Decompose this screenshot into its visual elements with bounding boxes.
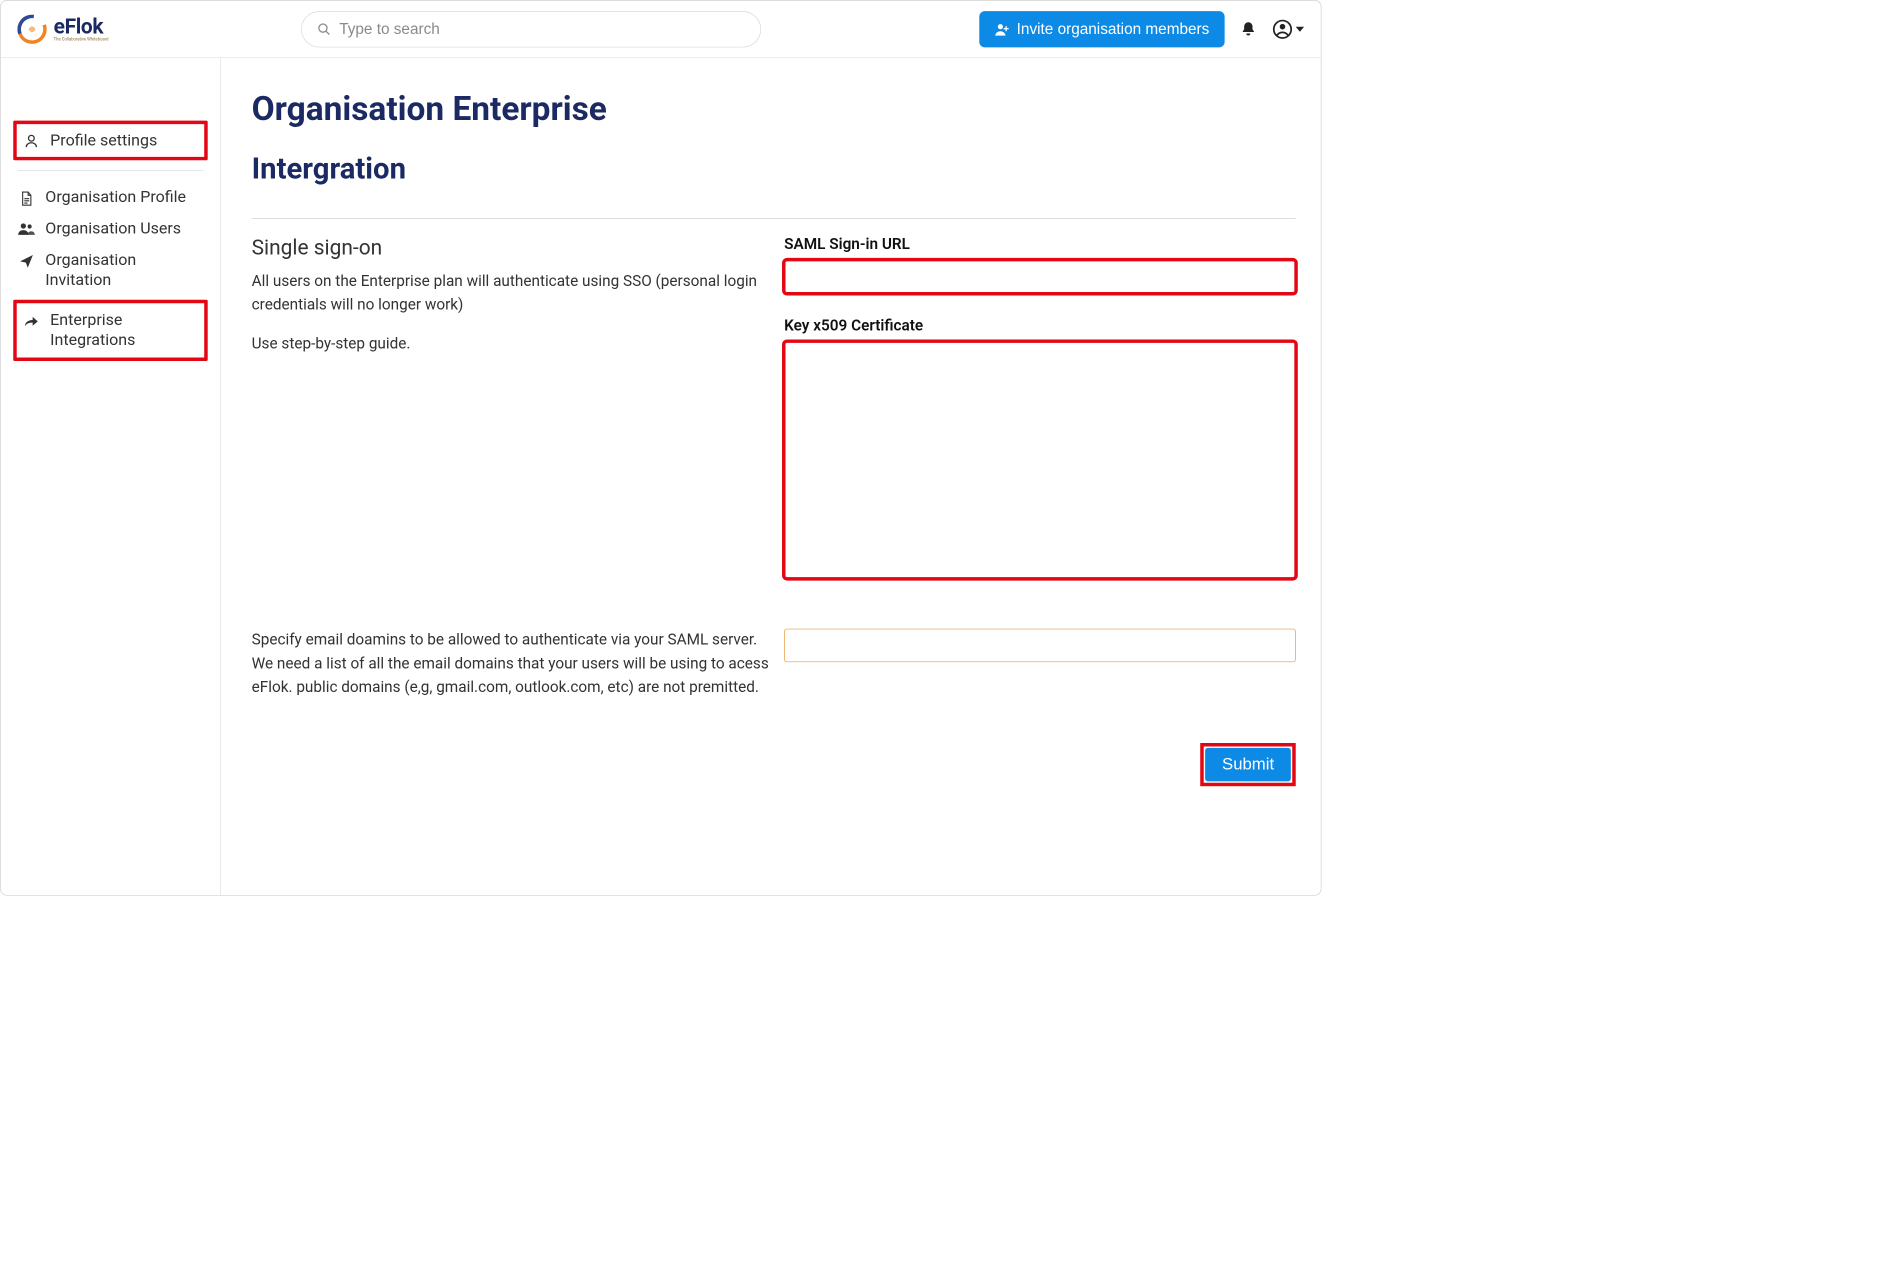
saml-url-field: SAML Sign-in URL xyxy=(784,236,1296,294)
sidebar-separator xyxy=(17,170,203,171)
page-subtitle: Intergration xyxy=(252,152,1296,186)
sso-form-column: SAML Sign-in URL Key x509 Certificate xyxy=(784,236,1296,605)
user-plus-icon xyxy=(994,21,1009,36)
caret-down-icon xyxy=(1296,25,1304,33)
domains-input[interactable] xyxy=(784,629,1296,662)
user-icon xyxy=(22,131,40,149)
sidebar-item-label: Organisation Profile xyxy=(45,187,186,207)
share-icon xyxy=(22,312,40,330)
logo-text: eFlok The Collaborative Whiteboard xyxy=(54,16,109,41)
brand-tagline: The Collaborative Whiteboard xyxy=(54,37,109,41)
domains-help-text: Specify email doamins to be allowed to a… xyxy=(252,629,782,700)
page-title: Organisation Enterprise xyxy=(252,89,1296,129)
sidebar-item-org-invitation[interactable]: Organisation Invitation xyxy=(13,244,207,295)
search-icon xyxy=(317,22,331,36)
paper-plane-icon xyxy=(17,252,35,270)
user-circle-icon xyxy=(1272,18,1293,39)
highlight-enterprise-integrations: Enterprise Integrations xyxy=(13,300,207,361)
topbar: eFlok The Collaborative Whiteboard xyxy=(1,1,1321,58)
domains-help-column: Specify email doamins to be allowed to a… xyxy=(252,629,782,716)
logo-mark-icon xyxy=(17,14,46,43)
invite-members-button[interactable]: Invite organisation members xyxy=(979,11,1225,47)
notifications-button[interactable] xyxy=(1236,16,1261,41)
domains-columns: Specify email doamins to be allowed to a… xyxy=(252,629,1296,716)
invite-members-label: Invite organisation members xyxy=(1017,20,1210,38)
submit-button[interactable]: Submit xyxy=(1205,748,1291,781)
submit-label: Submit xyxy=(1222,755,1274,774)
section-divider xyxy=(252,218,1296,219)
submit-row: Submit xyxy=(252,743,1296,786)
sidebar-item-label: Enterprise Integrations xyxy=(50,310,198,350)
sso-guide-text: Use step-by-step guide. xyxy=(252,333,782,357)
cert-input[interactable] xyxy=(784,342,1296,579)
sso-columns: Single sign-on All users on the Enterpri… xyxy=(252,236,1296,605)
app-frame: eFlok The Collaborative Whiteboard xyxy=(0,0,1322,896)
domains-input-column xyxy=(784,629,1296,716)
sidebar: Profile settings Organisation Profile xyxy=(1,58,221,895)
sidebar-item-enterprise-integrations[interactable]: Enterprise Integrations xyxy=(22,308,198,354)
search-box[interactable] xyxy=(301,11,761,47)
sidebar-item-org-profile[interactable]: Organisation Profile xyxy=(13,182,207,213)
cert-label: Key x509 Certificate xyxy=(784,317,1296,334)
brand-name: eFlok xyxy=(54,16,109,37)
highlight-submit: Submit xyxy=(1200,743,1295,786)
highlight-profile-settings: Profile settings xyxy=(13,121,207,161)
sidebar-item-org-users[interactable]: Organisation Users xyxy=(13,213,207,244)
file-icon xyxy=(17,190,35,208)
sso-heading: Single sign-on xyxy=(252,236,782,260)
sidebar-group-profile-settings[interactable]: Profile settings xyxy=(22,128,198,152)
search-container xyxy=(301,11,761,47)
main-content: Organisation Enterprise Intergration Sin… xyxy=(221,58,1321,895)
sso-description-column: Single sign-on All users on the Enterpri… xyxy=(252,236,782,605)
logo[interactable]: eFlok The Collaborative Whiteboard xyxy=(17,14,108,43)
sso-description: All users on the Enterprise plan will au… xyxy=(252,270,782,318)
saml-url-label: SAML Sign-in URL xyxy=(784,236,1296,253)
bell-icon xyxy=(1240,21,1257,38)
sidebar-item-label: Organisation Invitation xyxy=(45,250,203,290)
cert-field: Key x509 Certificate xyxy=(784,317,1296,581)
sidebar-item-label: Organisation Users xyxy=(45,219,181,239)
sidebar-group-label: Profile settings xyxy=(50,131,157,150)
search-input[interactable] xyxy=(339,20,745,38)
saml-url-input[interactable] xyxy=(784,260,1296,293)
users-icon xyxy=(17,220,35,238)
body: Profile settings Organisation Profile xyxy=(1,58,1321,895)
account-menu[interactable] xyxy=(1272,18,1304,39)
